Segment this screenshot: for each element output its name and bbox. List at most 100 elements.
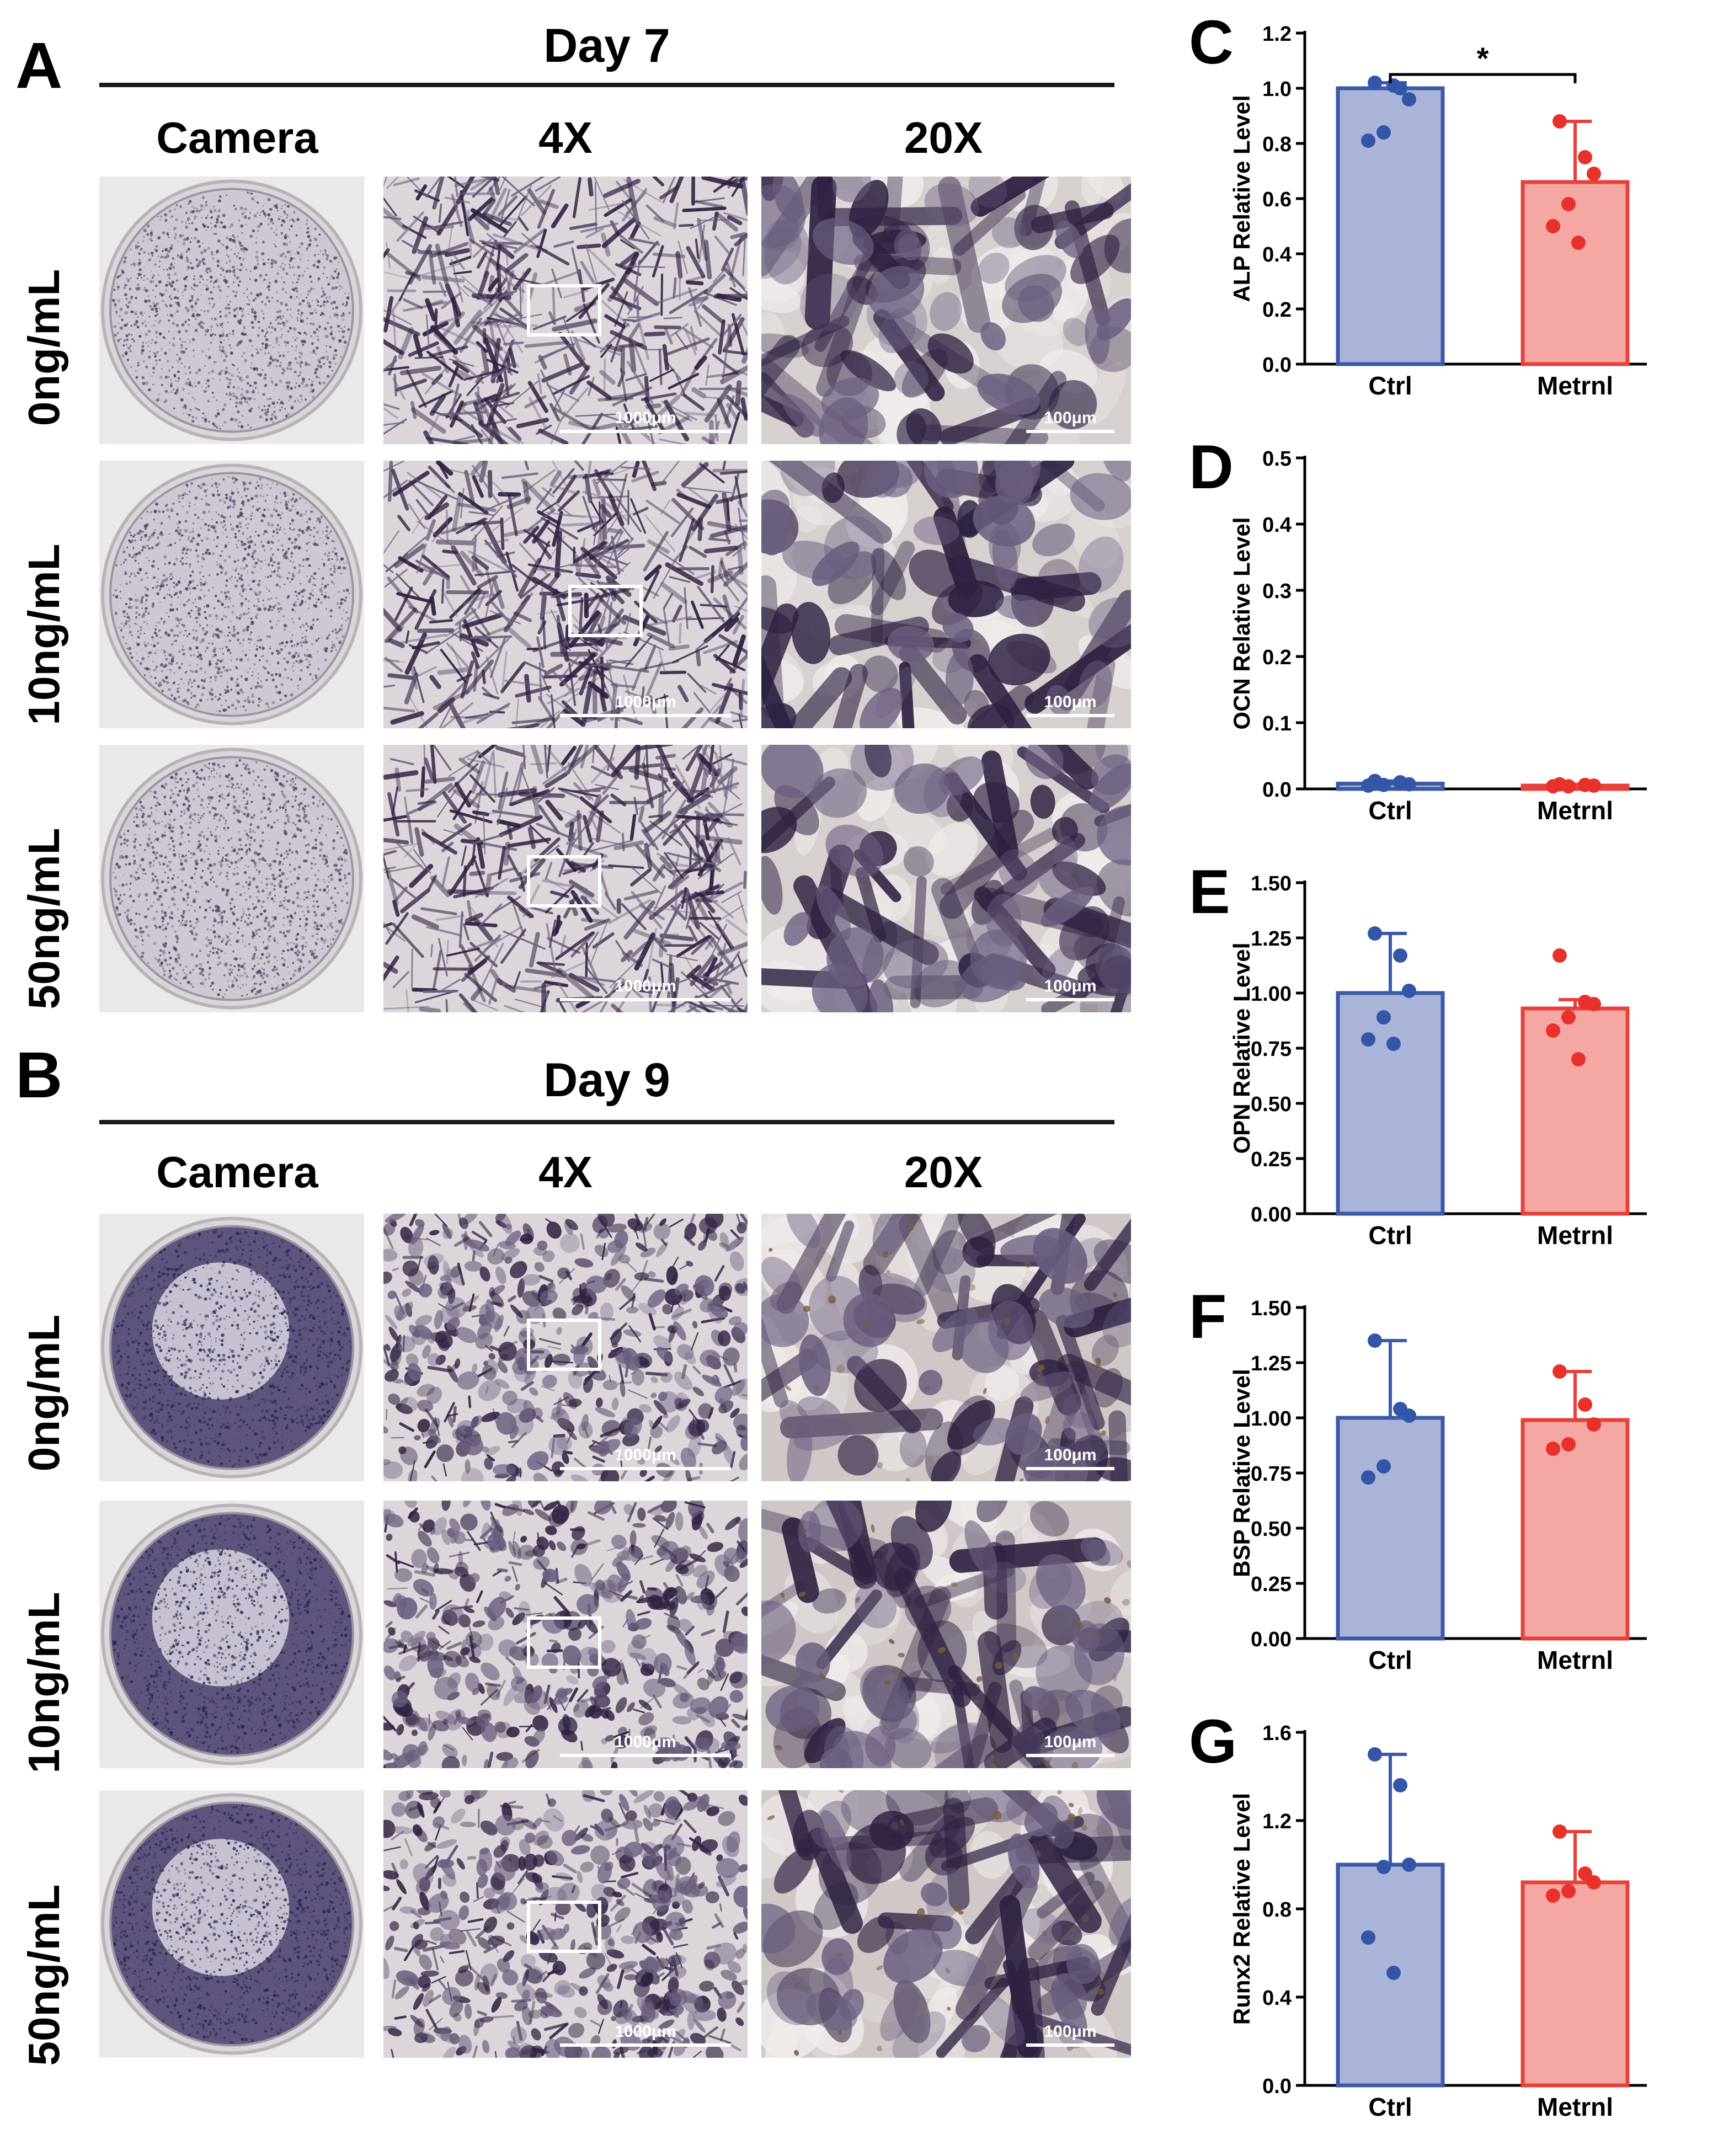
e-y-tick-label: 1.25 xyxy=(1251,927,1292,951)
panel-a-20x-scale-bar-0 xyxy=(1026,430,1114,433)
e-point-metrnl xyxy=(1571,1052,1586,1066)
panel-letter-d: D xyxy=(1189,433,1234,501)
g-category-label-ctrl: Ctrl xyxy=(1368,2093,1412,2121)
panel-a-20x-scale-label-1: 100μm xyxy=(1044,693,1097,711)
panel-b-4x-micrograph-0 xyxy=(383,1214,748,1481)
d-point-ctrl xyxy=(1402,777,1416,792)
panel-b-col-20x: 20X xyxy=(904,1148,983,1197)
f-y-tick-label: 0.50 xyxy=(1251,1518,1292,1541)
g-bar-ctrl xyxy=(1336,1863,1445,2088)
panel-a-row-label-0: 0ng/mL xyxy=(19,269,68,426)
c-y-tick-label: 0.0 xyxy=(1262,354,1292,377)
panel-a-col-4x: 4X xyxy=(538,113,593,162)
f-point-metrnl xyxy=(1552,1364,1567,1379)
e-y-tick-label: 1.00 xyxy=(1251,983,1292,1006)
panel-b-col-camera: Camera xyxy=(156,1148,318,1197)
panel-a-20x-scale-bar-2 xyxy=(1026,998,1114,1001)
panel-b-4x-scale-bar-1 xyxy=(560,1754,731,1757)
panel-b-20x-scale-bar-0 xyxy=(1026,1467,1114,1470)
panel-letter-c: C xyxy=(1189,8,1234,77)
panel-a-4x-micrograph-1 xyxy=(383,461,748,728)
e-bar-metrnl xyxy=(1520,1006,1630,1216)
panel-letter-a: A xyxy=(15,29,63,102)
g-point-metrnl xyxy=(1546,1888,1560,1903)
g-point-metrnl xyxy=(1561,1884,1576,1898)
panel-a-title: Day 7 xyxy=(543,19,670,72)
panel-a-20x-scale-label-0: 100μm xyxy=(1044,409,1097,427)
c-point-metrnl xyxy=(1546,219,1560,233)
c-category-label-metrnl: Metrnl xyxy=(1537,371,1613,400)
c-point-metrnl xyxy=(1552,114,1567,129)
d-point-ctrl xyxy=(1361,778,1375,793)
panel-b-row-label-0: 0ng/mL xyxy=(19,1314,68,1472)
g-y-tick-label: 1.2 xyxy=(1262,1810,1292,1833)
panel-b-20x-scale-label-0: 100μm xyxy=(1044,1446,1097,1464)
c-point-ctrl xyxy=(1402,92,1416,106)
panel-a-4x-micrograph-2 xyxy=(383,745,748,1012)
c-bar-metrnl xyxy=(1520,180,1630,366)
f-point-ctrl xyxy=(1402,1408,1416,1423)
panel-b-4x-inset-box-0 xyxy=(527,1319,601,1371)
e-point-ctrl xyxy=(1361,1032,1375,1047)
panel-b-4x-inset-box-2 xyxy=(527,1901,601,1953)
d-y-tick-label: 0.4 xyxy=(1262,514,1292,537)
d-y-tick-label: 0.5 xyxy=(1262,447,1292,471)
panel-a-4x-scale-bar-1 xyxy=(560,714,731,717)
d-y-tick-label: 0.2 xyxy=(1262,646,1292,669)
panel-b-4x-micrograph-2 xyxy=(383,1790,748,2058)
e-point-metrnl xyxy=(1561,1010,1576,1024)
d-point-ctrl xyxy=(1376,777,1391,792)
panel-a-4x-inset-box-1 xyxy=(568,585,643,637)
d-point-metrnl xyxy=(1561,779,1576,794)
f-point-metrnl xyxy=(1587,1417,1601,1432)
panel-a-row-label-1: 10ng/mL xyxy=(19,543,68,725)
panel-a-4x-scale-label-0: 1000μm xyxy=(615,409,676,427)
f-point-ctrl xyxy=(1376,1459,1391,1474)
d-y-tick-label: 0.1 xyxy=(1262,712,1292,735)
panel-letter-e: E xyxy=(1189,857,1230,926)
panel-a-4x-inset-box-2 xyxy=(527,855,601,908)
panel-a-camera-dish-2 xyxy=(99,745,364,1012)
panel-b-title: Day 9 xyxy=(543,1054,670,1107)
g-point-ctrl xyxy=(1386,1966,1401,1980)
panel-a-4x-scale-bar-2 xyxy=(560,998,731,1001)
f-y-tick-label: 1.00 xyxy=(1251,1407,1292,1431)
panel-a-20x-scale-label-2: 100μm xyxy=(1044,977,1097,995)
g-point-ctrl xyxy=(1368,1747,1382,1762)
f-y-tick-label: 0.00 xyxy=(1251,1628,1292,1651)
panel-b-20x-micrograph-0 xyxy=(761,1214,1131,1481)
c-y-tick-label: 1.2 xyxy=(1262,23,1292,46)
panel-b-col-4x: 4X xyxy=(538,1148,593,1197)
f-y-tick-label: 1.25 xyxy=(1251,1352,1292,1375)
e-y-tick-label: 0.25 xyxy=(1251,1148,1292,1171)
e-point-ctrl xyxy=(1402,984,1416,998)
g-point-ctrl xyxy=(1361,1930,1375,1945)
f-y-tick-label: 0.75 xyxy=(1251,1463,1292,1486)
panel-a-col-camera: Camera xyxy=(156,113,318,162)
c-y-axis-label: ALP Relative Level xyxy=(1229,95,1255,302)
g-point-ctrl xyxy=(1393,1778,1407,1792)
g-point-ctrl xyxy=(1376,1860,1391,1874)
d-y-axis-label: OCN Relative Level xyxy=(1229,517,1255,729)
e-point-metrnl xyxy=(1546,1023,1560,1038)
panel-b-4x-micrograph-1 xyxy=(383,1501,748,1768)
g-bar-metrnl xyxy=(1520,1880,1630,2088)
panel-b-20x-scale-label-1: 100μm xyxy=(1044,1733,1097,1751)
panel-a-rule xyxy=(99,83,1114,87)
panel-letter-b: B xyxy=(15,1039,63,1112)
f-point-ctrl xyxy=(1361,1470,1375,1485)
c-point-metrnl xyxy=(1587,167,1601,181)
panel-b-rule xyxy=(99,1120,1114,1124)
c-y-tick-label: 0.4 xyxy=(1262,243,1292,266)
panel-b-4x-inset-box-1 xyxy=(527,1616,601,1669)
panel-a-20x-micrograph-2 xyxy=(761,745,1131,1012)
chart-ocn: D OCN Relative Level 0.0 0.1 0.2 0.3 0.4 0.5 Ctr… xyxy=(1189,433,1647,825)
f-bar-ctrl xyxy=(1336,1416,1445,1641)
g-point-metrnl xyxy=(1587,1875,1601,1890)
panel-b-row-label-2: 50ng/mL xyxy=(19,1884,68,2066)
g-y-tick-label: 1.6 xyxy=(1262,1722,1292,1745)
f-y-tick-label: 1.50 xyxy=(1251,1297,1292,1320)
e-y-tick-label: 1.50 xyxy=(1251,872,1292,895)
panel-letter-f: F xyxy=(1189,1282,1226,1351)
